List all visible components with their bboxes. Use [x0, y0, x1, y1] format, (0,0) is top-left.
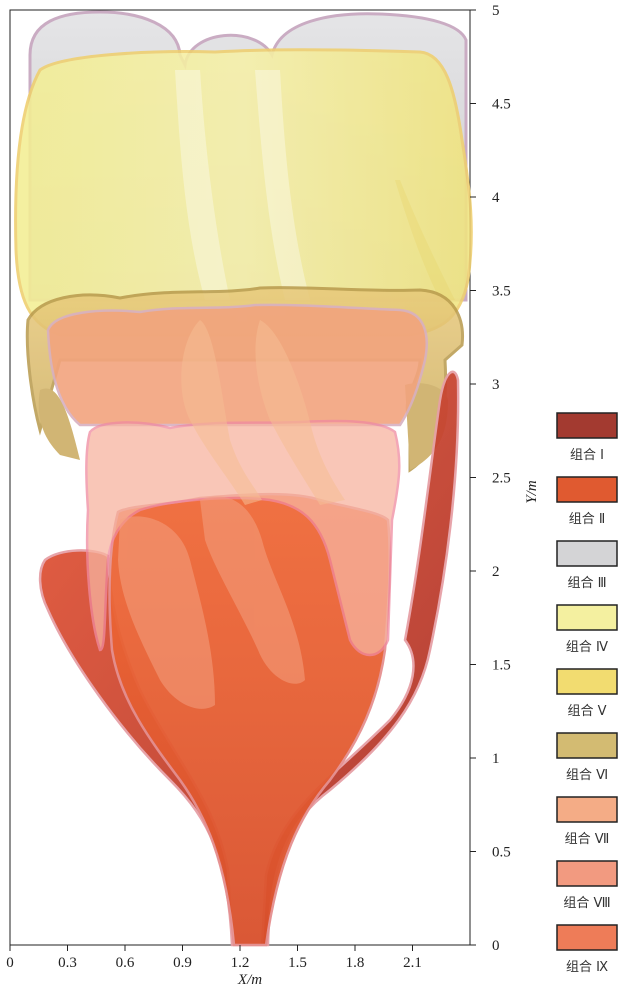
legend-label: 组合 Ⅵ [566, 768, 608, 783]
legend: 组合 Ⅰ 组合 Ⅱ 组合 Ⅲ 组合 Ⅳ 组合 Ⅴ 组合 Ⅵ 组合 Ⅶ 组合 Ⅷ 组合 Ⅸ [556, 412, 618, 975]
legend-swatch [556, 860, 618, 887]
legend-swatch [556, 668, 618, 695]
legend-swatch [556, 476, 618, 503]
y-tick-label: 1.5 [492, 658, 511, 674]
y-tick-label: 5 [492, 3, 500, 19]
x-tick-label: 1.8 [346, 955, 365, 971]
legend-label: 组合 Ⅱ [569, 512, 606, 527]
x-tick-label: 1.2 [231, 955, 250, 971]
x-tick-label: 0.6 [116, 955, 135, 971]
y-tick-label: 3.5 [492, 284, 511, 300]
region-group-iv [14, 48, 473, 337]
legend-label: 组合 Ⅳ [566, 640, 608, 655]
x-tick-label: 0.9 [173, 955, 192, 971]
legend-label: 组合 Ⅶ [565, 832, 610, 847]
legend-swatch [556, 540, 618, 567]
y-axis: 0 0.5 1 1.5 2 2.5 3 3.5 4 4.5 5 [470, 3, 511, 954]
y-axis-title: Y/m [524, 480, 540, 504]
legend-swatch [556, 924, 618, 951]
y-tick-label: 4 [492, 190, 500, 206]
y-tick-label: 2.5 [492, 471, 511, 487]
inner-bands [175, 70, 455, 300]
x-tick-label: 2.1 [403, 955, 422, 971]
legend-label: 组合 Ⅰ [570, 448, 604, 463]
legend-label: 组合 Ⅲ [567, 576, 606, 591]
x-axis-title: X/m [237, 972, 262, 988]
x-tick-label: 1.5 [288, 955, 307, 971]
y-tick-label: 4.5 [492, 97, 511, 113]
legend-label: 组合 Ⅷ [563, 896, 610, 911]
legend-swatch [556, 796, 618, 823]
legend-label: 组合 Ⅸ [566, 960, 608, 975]
legend-label: 组合 Ⅴ [567, 704, 606, 719]
y-tick-label: 2 [492, 564, 500, 580]
legend-swatch [556, 604, 618, 631]
region-group-vii [46, 303, 428, 427]
region-group-ix [118, 320, 345, 709]
y-tick-label: 1 [492, 751, 500, 767]
x-tick-label: 0.3 [58, 955, 77, 971]
legend-swatch [556, 732, 618, 759]
x-tick-label: 0 [6, 955, 14, 971]
y-tick-label: 3 [492, 377, 500, 393]
y-tick-label: 0.5 [492, 845, 511, 861]
x-axis: 0 0.3 0.6 0.9 1.2 1.5 1.8 2.1 [6, 945, 422, 971]
legend-swatch [556, 412, 618, 439]
y-tick-label: 0 [492, 938, 500, 954]
